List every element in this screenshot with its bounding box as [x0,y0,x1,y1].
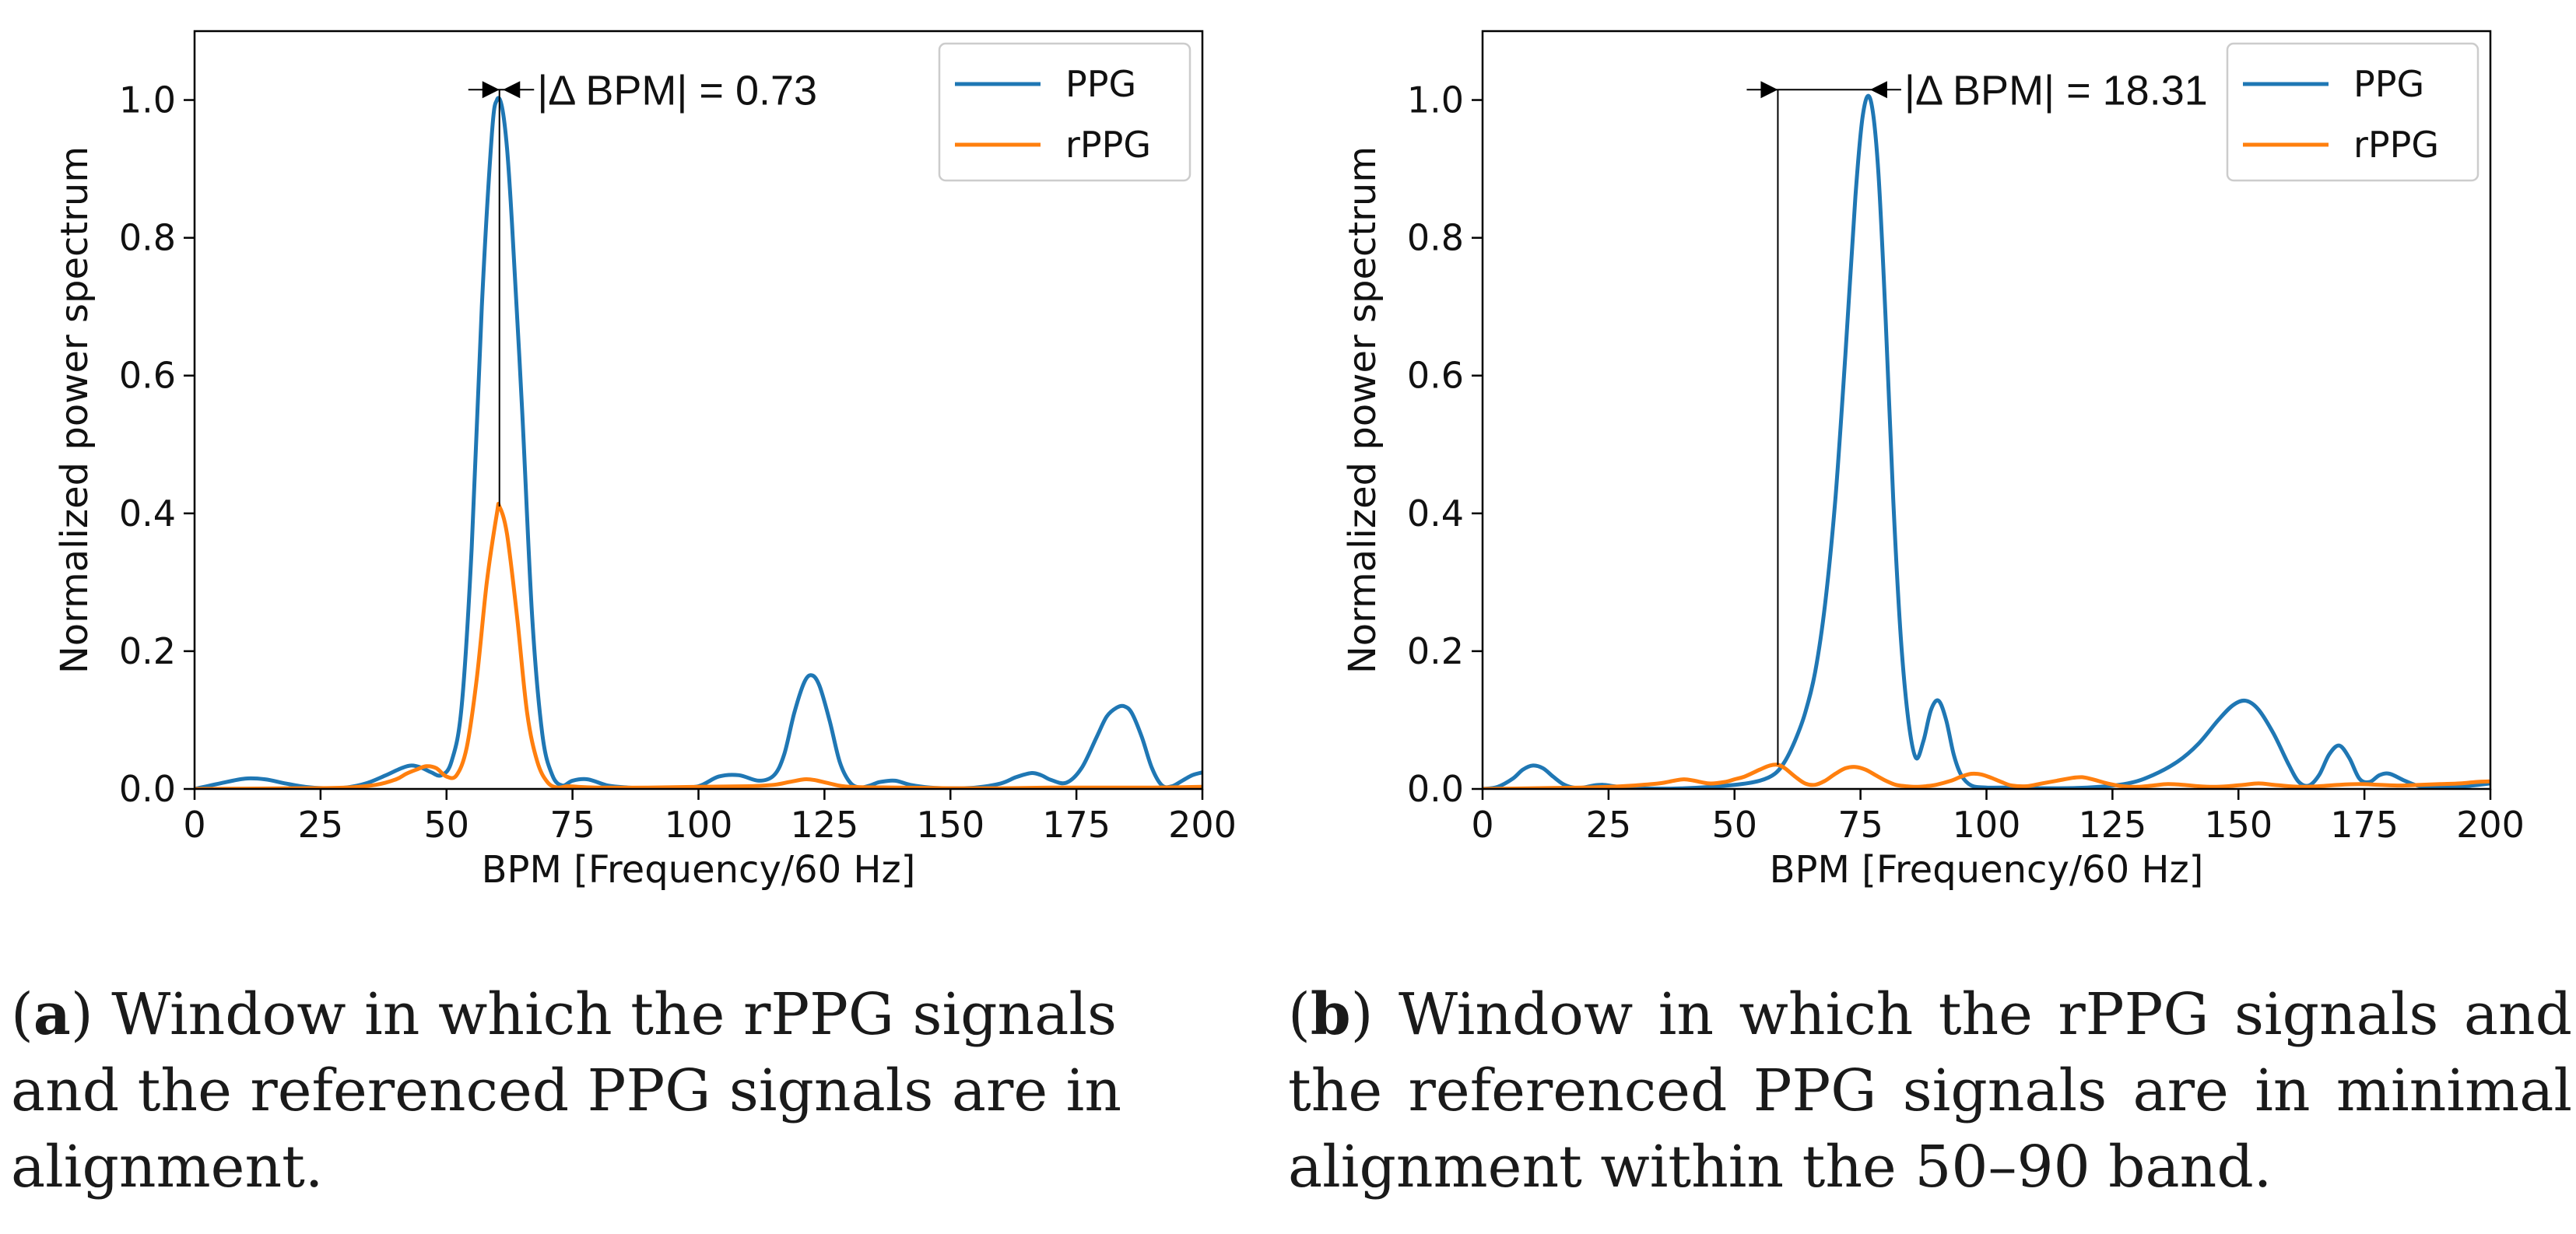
y-tick-label: 1.0 [119,79,176,121]
x-tick-label: 0 [1471,804,1493,846]
x-tick-label: 25 [298,804,344,846]
x-tick-label: 25 [1586,804,1632,846]
legend-box [938,42,1191,182]
y-tick-label: 0.4 [119,493,176,535]
x-tick-label: 150 [2204,804,2272,846]
y-tick-label: 0.2 [119,630,176,672]
legend-label-rppg: rPPG [1065,124,1151,166]
y-tick-label: 0.8 [1407,217,1464,259]
caption-a-text: ) Window in which the rPPG signals and t… [11,981,1121,1201]
y-tick-label: 0.6 [1407,355,1464,397]
x-tick-label: 150 [916,804,984,846]
y-tick-label: 0.0 [119,768,176,810]
caption-a-label: a [33,981,71,1048]
x-axis-label: BPM [Frequency/60 Hz] [482,848,916,892]
x-tick-label: 75 [1837,804,1883,846]
series-line-rppg [195,502,1202,789]
caption-b: (b) Window in which the rPPG signals and… [1288,981,2572,1201]
x-tick-label: 50 [423,804,469,846]
chart-b: |Δ BPM| = 18.31 0 25 50 75 100 125 150 175 200 0.0… [1341,30,2525,892]
y-tick-label: 0.8 [119,217,176,259]
y-tick-label: 0.4 [1407,493,1464,535]
x-tick-label: 200 [2456,804,2525,846]
x-tick-label: 175 [1042,804,1111,846]
annotation-arrow-left [1760,81,1778,99]
y-tick-label: 0.6 [119,355,176,397]
panel-b: |Δ BPM| = 18.31 0 25 50 75 100 125 150 175 200 0.0… [1288,0,2576,1234]
x-tick-label: 0 [183,804,205,846]
chart-a: |Δ BPM| = 0.73 0 25 50 75 100 125 150 175 200 0.0 0… [53,30,1237,892]
x-tick-label: 50 [1711,804,1757,846]
legend-label-ppg: PPG [2353,63,2424,105]
x-tick-label: 75 [549,804,595,846]
caption-a: (a) Window in which the rPPG signals and… [11,981,1121,1201]
y-tick-label: 0.2 [1407,630,1464,672]
x-axis-label: BPM [Frequency/60 Hz] [1770,848,2204,892]
series-line-ppg [195,96,1202,789]
x-tick-label: 125 [2078,804,2146,846]
annotation-arrow-left [482,81,500,99]
legend-box [2226,42,2479,182]
legend-label-ppg: PPG [1065,63,1136,105]
y-axis-label: Normalized power spectrum [1341,146,1385,674]
annotation-arrow-right [503,81,521,99]
series-line-rppg [1483,762,2490,789]
y-tick-label: 1.0 [1407,79,1464,121]
legend-label-rppg: rPPG [2353,124,2439,166]
panel-a: |Δ BPM| = 0.73 0 25 50 75 100 125 150 175 200 0.0 0… [11,30,1237,1201]
series-group [1483,93,2490,789]
annotation-text: |Δ BPM| = 18.31 [1904,67,2208,114]
x-tick-label: 125 [790,804,858,846]
annotation-arrow-right [1869,81,1887,99]
x-tick-label: 175 [2330,804,2399,846]
x-tick-label: 100 [665,804,733,846]
y-axis-label: Normalized power spectrum [53,146,97,674]
series-line-ppg [1483,93,2490,789]
annotation-text: |Δ BPM| = 0.73 [537,67,817,114]
x-tick-label: 200 [1168,804,1237,846]
series-group [195,96,1202,789]
caption-b-text: ) Window in which the rPPG signals and t… [1288,981,2572,1201]
y-tick-label: 0.0 [1407,768,1464,810]
caption-b-label: b [1310,981,1351,1048]
x-tick-label: 100 [1953,804,2021,846]
